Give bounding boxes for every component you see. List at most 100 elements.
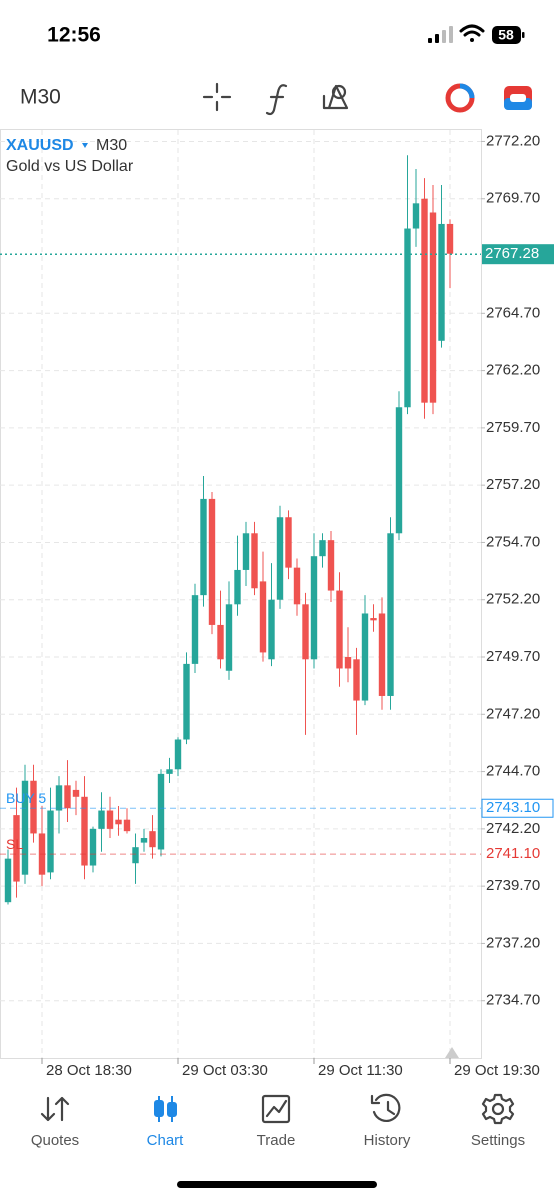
nav-label[interactable]: Chart	[147, 1132, 185, 1149]
candle-body	[310, 556, 318, 660]
candle-body	[412, 203, 420, 229]
candle-body	[276, 517, 284, 600]
price-line-tag	[482, 845, 553, 864]
candle-body	[404, 228, 411, 408]
quotes-icon[interactable]	[40, 1096, 70, 1122]
x-tick-label: 29 Oct 03:30	[182, 1062, 268, 1079]
candle-body	[378, 613, 386, 696]
settings-icon[interactable]	[481, 1093, 515, 1125]
signal-icon	[428, 26, 453, 43]
price-line-label: 2741.10	[486, 845, 540, 862]
timeframe-button[interactable]: M30	[20, 86, 61, 109]
objects-button[interactable]	[322, 84, 349, 110]
candle-body	[47, 810, 54, 873]
y-tick-label: 2744.70	[486, 763, 540, 780]
y-tick-label: 2739.70	[486, 877, 540, 894]
candle-body	[217, 624, 224, 660]
history-icon[interactable]	[370, 1093, 401, 1122]
candle-body	[13, 815, 20, 882]
battery-level: 58	[498, 27, 514, 43]
y-tick-label: 2737.20	[486, 934, 540, 951]
y-tick-label: 2742.20	[486, 820, 540, 837]
price-line-tag	[481, 798, 554, 818]
nav-label[interactable]: Trade	[257, 1132, 296, 1149]
x-tick-label: 28 Oct 18:30	[46, 1062, 132, 1079]
candle-body	[395, 407, 403, 534]
candle-body	[387, 533, 394, 696]
candle-body	[191, 595, 199, 664]
candle-body	[72, 789, 80, 797]
candle-body	[123, 819, 131, 832]
candle-body	[106, 810, 114, 829]
candle-body	[234, 569, 241, 605]
symbol: XAUUSD	[6, 137, 74, 154]
x-tick-label: 29 Oct 19:30	[454, 1062, 540, 1079]
status-time: 12:56	[47, 24, 101, 47]
candle-body	[225, 604, 233, 671]
candle-body	[302, 604, 309, 660]
candle-body	[259, 581, 267, 653]
candle-body	[166, 769, 173, 774]
candle-body	[251, 533, 258, 589]
wifi-icon	[459, 24, 485, 42]
y-tick-label: 2769.70	[486, 190, 540, 207]
y-tick-label: 2772.20	[486, 132, 540, 149]
candle-body	[183, 663, 190, 740]
trade-icon[interactable]	[261, 1094, 291, 1124]
current-price-label: 2767.28	[485, 245, 539, 262]
y-tick-label: 2759.70	[486, 419, 540, 436]
chart: 2772.20 2769.70 2764.70 2762.20 2759.70 2757.…	[0, 130, 554, 1079]
trade-mode-button[interactable]	[445, 83, 475, 113]
y-tick-label: 2752.20	[486, 591, 540, 608]
candle-body	[361, 613, 369, 701]
y-tick-label: 2757.20	[486, 476, 540, 493]
candle-body	[115, 819, 122, 825]
current-price-tag	[482, 244, 554, 265]
candle-body	[319, 540, 326, 557]
price-line-name: BUY 5	[6, 790, 46, 806]
one-click-button[interactable]	[504, 86, 532, 110]
indicators-button[interactable]	[265, 84, 288, 116]
x-tick-label: 29 Oct 11:30	[318, 1062, 403, 1079]
nav-label[interactable]: Quotes	[31, 1132, 79, 1149]
candle-body	[149, 831, 156, 848]
price-line-label: 2743.10	[486, 799, 540, 816]
candle-body	[421, 198, 428, 403]
nav-label[interactable]: Settings	[471, 1132, 525, 1149]
crosshair-button[interactable]	[202, 82, 232, 112]
scroll-marker	[445, 1047, 459, 1058]
candle-body	[429, 212, 437, 403]
price-line-name: SL	[6, 836, 23, 852]
y-tick-label: 2747.20	[486, 705, 540, 722]
nav-label[interactable]: History	[364, 1132, 411, 1149]
symbol-dropdown[interactable]	[82, 143, 88, 148]
chart-frame	[0, 129, 482, 1059]
chart-icon[interactable]	[154, 1096, 177, 1122]
home-indicator	[177, 1181, 377, 1188]
candle-body	[293, 567, 301, 605]
candle-body	[30, 780, 37, 834]
candle-body	[336, 590, 343, 669]
bottom-nav: Quotes Chart Trade History Settings	[31, 1132, 525, 1149]
candle-body	[81, 796, 88, 866]
candle-body	[268, 599, 275, 660]
candle-body	[242, 533, 250, 570]
candle-body	[132, 847, 139, 864]
candle-body	[64, 785, 71, 809]
candle-body	[200, 498, 207, 596]
candle-body	[344, 657, 352, 669]
candle-body	[285, 517, 292, 568]
candle-body	[174, 739, 182, 770]
candle-body	[89, 828, 97, 866]
y-tick-label: 2749.70	[486, 648, 540, 665]
candle-body	[157, 773, 165, 850]
battery-icon	[492, 26, 521, 44]
candle-body	[446, 223, 454, 254]
candle-body	[21, 780, 29, 875]
symbol-description: Gold vs US Dollar	[6, 158, 134, 175]
candle-body	[327, 540, 335, 591]
candle-body	[438, 223, 445, 341]
